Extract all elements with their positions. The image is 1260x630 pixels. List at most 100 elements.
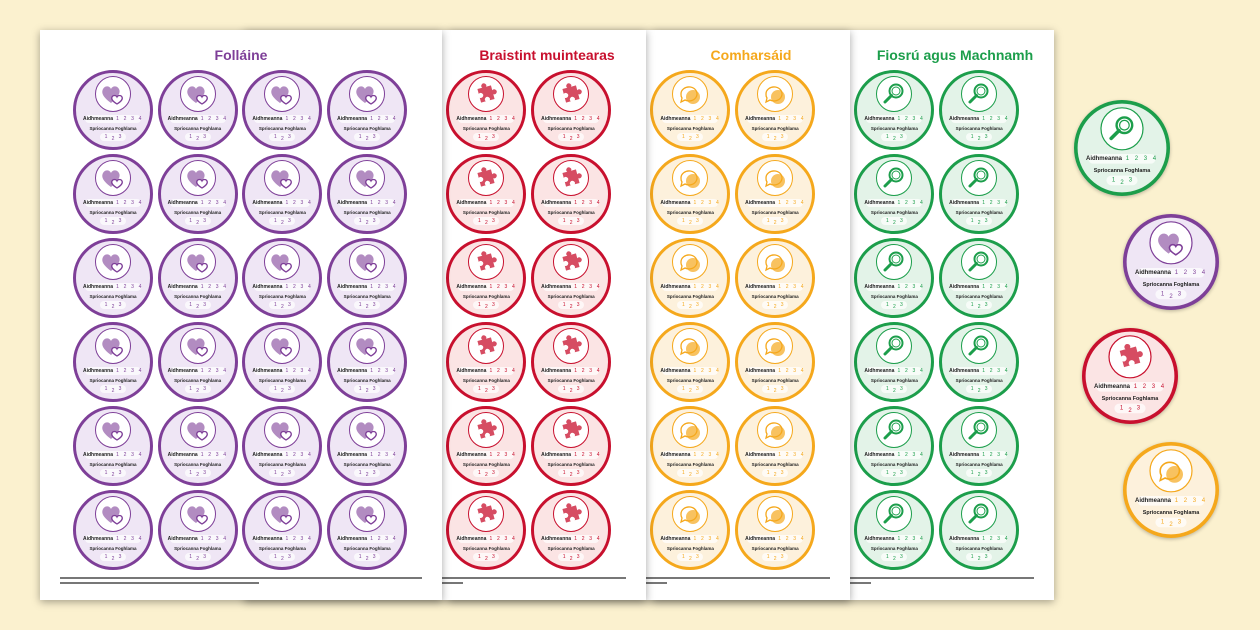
aims-number[interactable]: 4 — [1004, 200, 1008, 206]
aims-number[interactable]: 3 — [912, 200, 916, 206]
aims-number[interactable]: 4 — [223, 452, 227, 458]
goals-number[interactable]: 3 — [203, 134, 207, 140]
aims-number[interactable]: 3 — [300, 200, 304, 206]
aims-number[interactable]: 4 — [1004, 284, 1008, 290]
aims-number[interactable]: 3 — [589, 536, 592, 542]
aims-number[interactable]: 4 — [138, 284, 142, 290]
aims-number[interactable]: 1 — [1125, 155, 1130, 163]
goals-number[interactable]: 2 — [1169, 293, 1173, 301]
goals-number[interactable]: 3 — [492, 386, 495, 392]
aims-number[interactable]: 1 — [778, 284, 781, 290]
aims-number[interactable]: 4 — [1160, 383, 1165, 391]
goals-number[interactable]: 2 — [977, 304, 981, 310]
goals-number[interactable]: 3 — [118, 554, 122, 560]
goals-number[interactable]: 2 — [893, 304, 896, 310]
aims-number[interactable]: 1 — [285, 452, 289, 458]
aims-number[interactable]: 4 — [223, 284, 227, 290]
goals-number[interactable]: 3 — [118, 134, 122, 140]
goals-number[interactable]: 3 — [984, 470, 988, 476]
aims-number[interactable]: 1 — [489, 452, 493, 458]
aims-number[interactable]: 3 — [912, 536, 916, 542]
aims-number[interactable]: 2 — [701, 368, 704, 374]
goals-number[interactable]: 2 — [773, 136, 777, 142]
aims-number[interactable]: 3 — [215, 200, 219, 206]
aims-number[interactable]: 1 — [489, 200, 493, 206]
aims-number[interactable]: 4 — [392, 536, 396, 542]
goals-number[interactable]: 2 — [365, 304, 369, 310]
goals-number[interactable]: 3 — [372, 218, 376, 224]
goals-number[interactable]: 1 — [189, 470, 193, 476]
aims-number[interactable]: 2 — [293, 200, 296, 206]
aims-number[interactable]: 1 — [982, 200, 985, 206]
aims-number[interactable]: 2 — [293, 536, 296, 542]
aims-number[interactable]: 2 — [701, 200, 704, 206]
goals-number[interactable]: 3 — [492, 470, 495, 476]
aims-number[interactable]: 1 — [897, 536, 901, 542]
goals-number[interactable]: 3 — [372, 134, 376, 140]
goals-number[interactable]: 2 — [196, 136, 200, 142]
aims-number[interactable]: 1 — [370, 452, 373, 458]
aims-number[interactable]: 2 — [905, 452, 908, 458]
goals-number[interactable]: 3 — [288, 218, 291, 224]
aims-number[interactable]: 2 — [293, 284, 296, 290]
aims-number[interactable]: 4 — [596, 452, 600, 458]
goals-number[interactable]: 1 — [562, 302, 566, 308]
aims-number[interactable]: 3 — [912, 452, 916, 458]
aims-number[interactable]: 1 — [897, 452, 901, 458]
aims-number[interactable]: 2 — [581, 116, 585, 122]
goals-number[interactable]: 3 — [203, 386, 207, 392]
goals-number[interactable]: 2 — [196, 472, 200, 478]
goals-number[interactable]: 1 — [682, 302, 685, 308]
goals-number[interactable]: 1 — [358, 386, 362, 392]
goals-number[interactable]: 3 — [576, 554, 580, 560]
aims-number[interactable]: 1 — [489, 368, 493, 374]
goals-number[interactable]: 3 — [696, 218, 699, 224]
aims-number[interactable]: 1 — [693, 536, 697, 542]
aims-number[interactable]: 3 — [1151, 383, 1156, 391]
goals-number[interactable]: 1 — [766, 554, 770, 560]
aims-number[interactable]: 4 — [596, 536, 600, 542]
aims-number[interactable]: 3 — [385, 200, 388, 206]
aims-number[interactable]: 4 — [512, 284, 515, 290]
aims-number[interactable]: 2 — [989, 284, 993, 290]
goals-number[interactable]: 2 — [569, 556, 573, 562]
goals-number[interactable]: 3 — [492, 302, 495, 308]
aims-number[interactable]: 1 — [285, 284, 289, 290]
goals-number[interactable]: 2 — [365, 136, 369, 142]
aims-number[interactable]: 2 — [701, 116, 704, 122]
goals-number[interactable]: 1 — [104, 386, 108, 392]
aims-number[interactable]: 3 — [793, 200, 796, 206]
goals-number[interactable]: 2 — [773, 220, 777, 226]
goals-number[interactable]: 1 — [886, 386, 889, 392]
goals-number[interactable]: 1 — [562, 218, 566, 224]
goals-number[interactable]: 1 — [682, 134, 685, 140]
aims-number[interactable]: 1 — [982, 536, 985, 542]
goals-number[interactable]: 3 — [780, 302, 784, 308]
goals-number[interactable]: 2 — [569, 472, 573, 478]
aims-number[interactable]: 3 — [589, 284, 592, 290]
goals-number[interactable]: 3 — [372, 470, 376, 476]
aims-number[interactable]: 2 — [497, 368, 500, 374]
goals-number[interactable]: 2 — [365, 220, 369, 226]
aims-number[interactable]: 4 — [138, 368, 142, 374]
goals-number[interactable]: 1 — [766, 470, 770, 476]
aims-number[interactable]: 1 — [200, 452, 204, 458]
goals-number[interactable]: 2 — [773, 556, 777, 562]
goals-number[interactable]: 1 — [104, 218, 108, 224]
goals-number[interactable]: 1 — [886, 134, 889, 140]
aims-number[interactable]: 4 — [716, 284, 719, 290]
goals-number[interactable]: 2 — [111, 388, 115, 394]
aims-number[interactable]: 2 — [701, 452, 704, 458]
aims-number[interactable]: 3 — [708, 116, 712, 122]
aims-number[interactable]: 1 — [574, 536, 577, 542]
goals-number[interactable]: 2 — [977, 388, 981, 394]
aims-number[interactable]: 2 — [785, 368, 789, 374]
goals-number[interactable]: 3 — [118, 386, 122, 392]
aims-number[interactable]: 3 — [385, 452, 388, 458]
aims-number[interactable]: 4 — [138, 116, 142, 122]
aims-number[interactable]: 2 — [377, 284, 381, 290]
goals-number[interactable]: 2 — [1128, 407, 1132, 415]
aims-number[interactable]: 1 — [982, 368, 985, 374]
aims-number[interactable]: 2 — [208, 368, 212, 374]
aims-number[interactable]: 4 — [392, 116, 396, 122]
